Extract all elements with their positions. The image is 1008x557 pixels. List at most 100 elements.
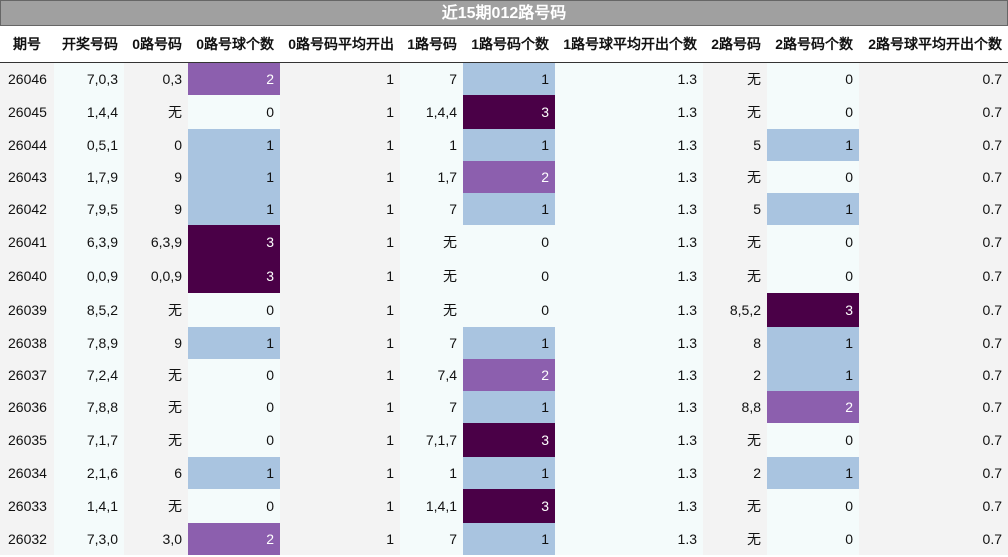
- route2-average-cell: 0.7: [859, 62, 1008, 95]
- draw-numbers-cell: 7,8,9: [54, 327, 124, 359]
- route0-numbers-cell: 无: [124, 423, 188, 457]
- table-row: 26040 0,0,9 0,0,9 3 1 无 0 1.3 无 0 0.7: [0, 259, 1008, 293]
- route0-numbers-cell: 6: [124, 457, 188, 489]
- route2-average-cell: 0.7: [859, 327, 1008, 359]
- route2-numbers-cell: 8: [703, 327, 767, 359]
- route0-numbers-cell: 0: [124, 129, 188, 161]
- route0-numbers-cell: 无: [124, 489, 188, 523]
- issue-cell: 26035: [0, 423, 54, 457]
- route0-average-cell: 1: [280, 423, 400, 457]
- issue-cell: 26043: [0, 161, 54, 193]
- route0-count-cell: 0: [188, 391, 280, 423]
- route0-average-cell: 1: [280, 523, 400, 555]
- draw-numbers-cell: 1,4,1: [54, 489, 124, 523]
- route0-count-cell: 1: [188, 161, 280, 193]
- route1-average-cell: 1.3: [555, 225, 703, 259]
- route2-count-cell: 2: [767, 391, 859, 423]
- route1-numbers-cell: 1,4,1: [400, 489, 463, 523]
- header-route2-average: 2路号球平均开出个数: [859, 26, 1008, 63]
- route2-numbers-cell: 2: [703, 359, 767, 391]
- issue-cell: 26034: [0, 457, 54, 489]
- route-table: 期号 开奖号码 0路号码 0路号球个数 0路号码平均开出 1路号码 1路号码个数…: [0, 26, 1008, 555]
- issue-cell: 26038: [0, 327, 54, 359]
- route1-numbers-cell: 1: [400, 457, 463, 489]
- route1-numbers-cell: 7: [400, 391, 463, 423]
- route2-numbers-cell: 无: [703, 161, 767, 193]
- route0-average-cell: 1: [280, 293, 400, 327]
- issue-cell: 26037: [0, 359, 54, 391]
- route0-count-cell: 0: [188, 95, 280, 129]
- table-body: 26046 7,0,3 0,3 2 1 7 1 1.3 无 0 0.7 26045 1,4,4 无 0 1 1,…: [0, 62, 1008, 555]
- route0-numbers-cell: 9: [124, 161, 188, 193]
- draw-numbers-cell: 7,1,7: [54, 423, 124, 457]
- header-route0-numbers: 0路号码: [124, 26, 188, 63]
- route2-count-cell: 1: [767, 327, 859, 359]
- route0-numbers-cell: 0,3: [124, 62, 188, 95]
- draw-numbers-cell: 2,1,6: [54, 457, 124, 489]
- issue-cell: 26046: [0, 62, 54, 95]
- route0-count-cell: 0: [188, 359, 280, 391]
- header-route2-numbers: 2路号码: [703, 26, 767, 63]
- route0-numbers-cell: 6,3,9: [124, 225, 188, 259]
- route2-numbers-cell: 无: [703, 259, 767, 293]
- route0-count-cell: 2: [188, 62, 280, 95]
- draw-numbers-cell: 7,8,8: [54, 391, 124, 423]
- route1-count-cell: 3: [463, 423, 555, 457]
- route1-average-cell: 1.3: [555, 359, 703, 391]
- issue-cell: 26041: [0, 225, 54, 259]
- route0-count-cell: 1: [188, 327, 280, 359]
- route2-count-cell: 0: [767, 95, 859, 129]
- issue-cell: 26032: [0, 523, 54, 555]
- table-row: 26033 1,4,1 无 0 1 1,4,1 3 1.3 无 0 0.7: [0, 489, 1008, 523]
- route1-average-cell: 1.3: [555, 489, 703, 523]
- route0-average-cell: 1: [280, 161, 400, 193]
- route2-numbers-cell: 无: [703, 489, 767, 523]
- route2-count-cell: 1: [767, 359, 859, 391]
- route1-count-cell: 1: [463, 62, 555, 95]
- route2-numbers-cell: 无: [703, 523, 767, 555]
- route1-count-cell: 3: [463, 489, 555, 523]
- route1-count-cell: 0: [463, 259, 555, 293]
- route1-numbers-cell: 7: [400, 62, 463, 95]
- route2-average-cell: 0.7: [859, 457, 1008, 489]
- route1-numbers-cell: 无: [400, 293, 463, 327]
- route0-numbers-cell: 9: [124, 327, 188, 359]
- route2-count-cell: 1: [767, 193, 859, 225]
- route2-numbers-cell: 无: [703, 225, 767, 259]
- route2-average-cell: 0.7: [859, 423, 1008, 457]
- route0-average-cell: 1: [280, 327, 400, 359]
- route0-count-cell: 2: [188, 523, 280, 555]
- table-row: 26045 1,4,4 无 0 1 1,4,4 3 1.3 无 0 0.7: [0, 95, 1008, 129]
- table-row: 26041 6,3,9 6,3,9 3 1 无 0 1.3 无 0 0.7: [0, 225, 1008, 259]
- header-route1-average: 1路号球平均开出个数: [555, 26, 703, 63]
- table-row: 26043 1,7,9 9 1 1 1,7 2 1.3 无 0 0.7: [0, 161, 1008, 193]
- route1-count-cell: 1: [463, 129, 555, 161]
- route2-count-cell: 1: [767, 457, 859, 489]
- route0-numbers-cell: 9: [124, 193, 188, 225]
- route2-count-cell: 0: [767, 489, 859, 523]
- route1-count-cell: 0: [463, 225, 555, 259]
- route1-count-cell: 2: [463, 161, 555, 193]
- route2-average-cell: 0.7: [859, 259, 1008, 293]
- route1-numbers-cell: 7,1,7: [400, 423, 463, 457]
- route2-numbers-cell: 8,5,2: [703, 293, 767, 327]
- route0-average-cell: 1: [280, 457, 400, 489]
- route0-average-cell: 1: [280, 359, 400, 391]
- table-row: 26039 8,5,2 无 0 1 无 0 1.3 8,5,2 3 0.7: [0, 293, 1008, 327]
- route0-numbers-cell: 0,0,9: [124, 259, 188, 293]
- route2-numbers-cell: 5: [703, 193, 767, 225]
- route0-count-cell: 3: [188, 225, 280, 259]
- route2-count-cell: 0: [767, 259, 859, 293]
- route2-average-cell: 0.7: [859, 391, 1008, 423]
- route0-count-cell: 1: [188, 457, 280, 489]
- route2-average-cell: 0.7: [859, 489, 1008, 523]
- table-row: 26035 7,1,7 无 0 1 7,1,7 3 1.3 无 0 0.7: [0, 423, 1008, 457]
- table-row: 26044 0,5,1 0 1 1 1 1 1.3 5 1 0.7: [0, 129, 1008, 161]
- issue-cell: 26044: [0, 129, 54, 161]
- route1-count-cell: 1: [463, 457, 555, 489]
- draw-numbers-cell: 6,3,9: [54, 225, 124, 259]
- route2-average-cell: 0.7: [859, 129, 1008, 161]
- route0-numbers-cell: 无: [124, 293, 188, 327]
- header-route0-average: 0路号码平均开出: [280, 26, 400, 63]
- draw-numbers-cell: 8,5,2: [54, 293, 124, 327]
